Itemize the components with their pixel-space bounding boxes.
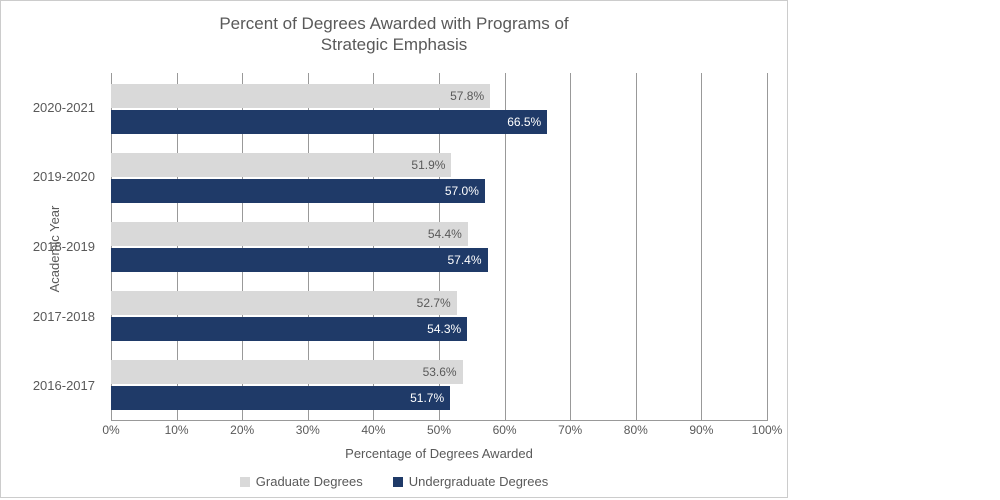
x-tick-label: 80%: [624, 423, 648, 437]
chart-container: Percent of Degrees Awarded with Programs…: [0, 0, 788, 498]
swatch-undergraduate: [393, 477, 403, 487]
bar-value-undergraduate: 66.5%: [507, 115, 541, 129]
y-label: 2016-2017: [1, 361, 103, 411]
bar-undergraduate: 54.3%: [111, 317, 467, 341]
x-tick-label: 30%: [296, 423, 320, 437]
swatch-graduate: [240, 477, 250, 487]
chart-title-line2: Strategic Emphasis: [1, 34, 787, 55]
bar-undergraduate: 57.0%: [111, 179, 485, 203]
y-label: 2019-2020: [1, 152, 103, 202]
bar-undergraduate: 57.4%: [111, 248, 488, 272]
bar-row-graduate: 52.7%: [111, 291, 767, 315]
bar-undergraduate: 66.5%: [111, 110, 547, 134]
bar-row-graduate: 51.9%: [111, 153, 767, 177]
bar-graduate: 57.8%: [111, 84, 490, 108]
bar-value-undergraduate: 57.0%: [445, 184, 479, 198]
bar-value-undergraduate: 54.3%: [427, 322, 461, 336]
bar-group: 53.6% 51.7%: [111, 359, 767, 411]
y-label: 2020-2021: [1, 83, 103, 133]
x-tick-label: 10%: [165, 423, 189, 437]
x-tick-label: 60%: [493, 423, 517, 437]
bar-row-undergraduate: 54.3%: [111, 317, 767, 341]
bar-group: 54.4% 57.4%: [111, 221, 767, 273]
x-tick-label: 40%: [361, 423, 385, 437]
legend: Graduate Degrees Undergraduate Degrees: [1, 474, 787, 489]
bar-value-graduate: 52.7%: [417, 296, 451, 310]
x-tick-label: 20%: [230, 423, 254, 437]
bar-value-graduate: 53.6%: [423, 365, 457, 379]
bar-value-graduate: 57.8%: [450, 89, 484, 103]
y-label: 2017-2018: [1, 292, 103, 342]
x-tick-label: 90%: [689, 423, 713, 437]
legend-item-undergraduate: Undergraduate Degrees: [393, 474, 548, 489]
bar-row-undergraduate: 57.4%: [111, 248, 767, 272]
bar-value-graduate: 54.4%: [428, 227, 462, 241]
bar-graduate: 53.6%: [111, 360, 463, 384]
legend-item-graduate: Graduate Degrees: [240, 474, 363, 489]
legend-label-graduate: Graduate Degrees: [256, 474, 363, 489]
x-axis-title: Percentage of Degrees Awarded: [111, 446, 767, 461]
chart-title: Percent of Degrees Awarded with Programs…: [1, 1, 787, 56]
bars-layer: 57.8% 66.5% 51.9%57.0% 54.4% 57.4% 52.7% 54.3%…: [111, 73, 767, 421]
bar-row-undergraduate: 57.0%: [111, 179, 767, 203]
gridline: [767, 73, 768, 421]
bar-row-graduate: 57.8%: [111, 84, 767, 108]
bar-graduate: 51.9%: [111, 153, 451, 177]
bar-value-undergraduate: 57.4%: [448, 253, 482, 267]
x-axis-ticks: 0%10%20%30%40%50%60%70%80%90%100%: [111, 423, 767, 441]
bar-value-undergraduate: 51.7%: [410, 391, 444, 405]
bar-row-undergraduate: 66.5%: [111, 110, 767, 134]
bar-graduate: 52.7%: [111, 291, 457, 315]
bar-group: 51.9%57.0%: [111, 152, 767, 204]
x-tick-label: 100%: [752, 423, 783, 437]
legend-label-undergraduate: Undergraduate Degrees: [409, 474, 548, 489]
x-tick-label: 70%: [558, 423, 582, 437]
chart-title-line1: Percent of Degrees Awarded with Programs…: [1, 13, 787, 34]
bar-row-graduate: 53.6%: [111, 360, 767, 384]
plot-area: 57.8% 66.5% 51.9%57.0% 54.4% 57.4% 52.7% 54.3%…: [111, 73, 767, 421]
y-label: 2018-2019: [1, 222, 103, 272]
bar-row-graduate: 54.4%: [111, 222, 767, 246]
bar-group: 57.8% 66.5%: [111, 83, 767, 135]
bar-undergraduate: 51.7%: [111, 386, 450, 410]
bar-group: 52.7% 54.3%: [111, 290, 767, 342]
x-tick-label: 0%: [102, 423, 119, 437]
bar-row-undergraduate: 51.7%: [111, 386, 767, 410]
y-axis-labels: 2020-2021 2019-2020 2018-2019 2017-2018 …: [1, 73, 103, 421]
x-tick-label: 50%: [427, 423, 451, 437]
bar-graduate: 54.4%: [111, 222, 468, 246]
bar-value-graduate: 51.9%: [411, 158, 445, 172]
